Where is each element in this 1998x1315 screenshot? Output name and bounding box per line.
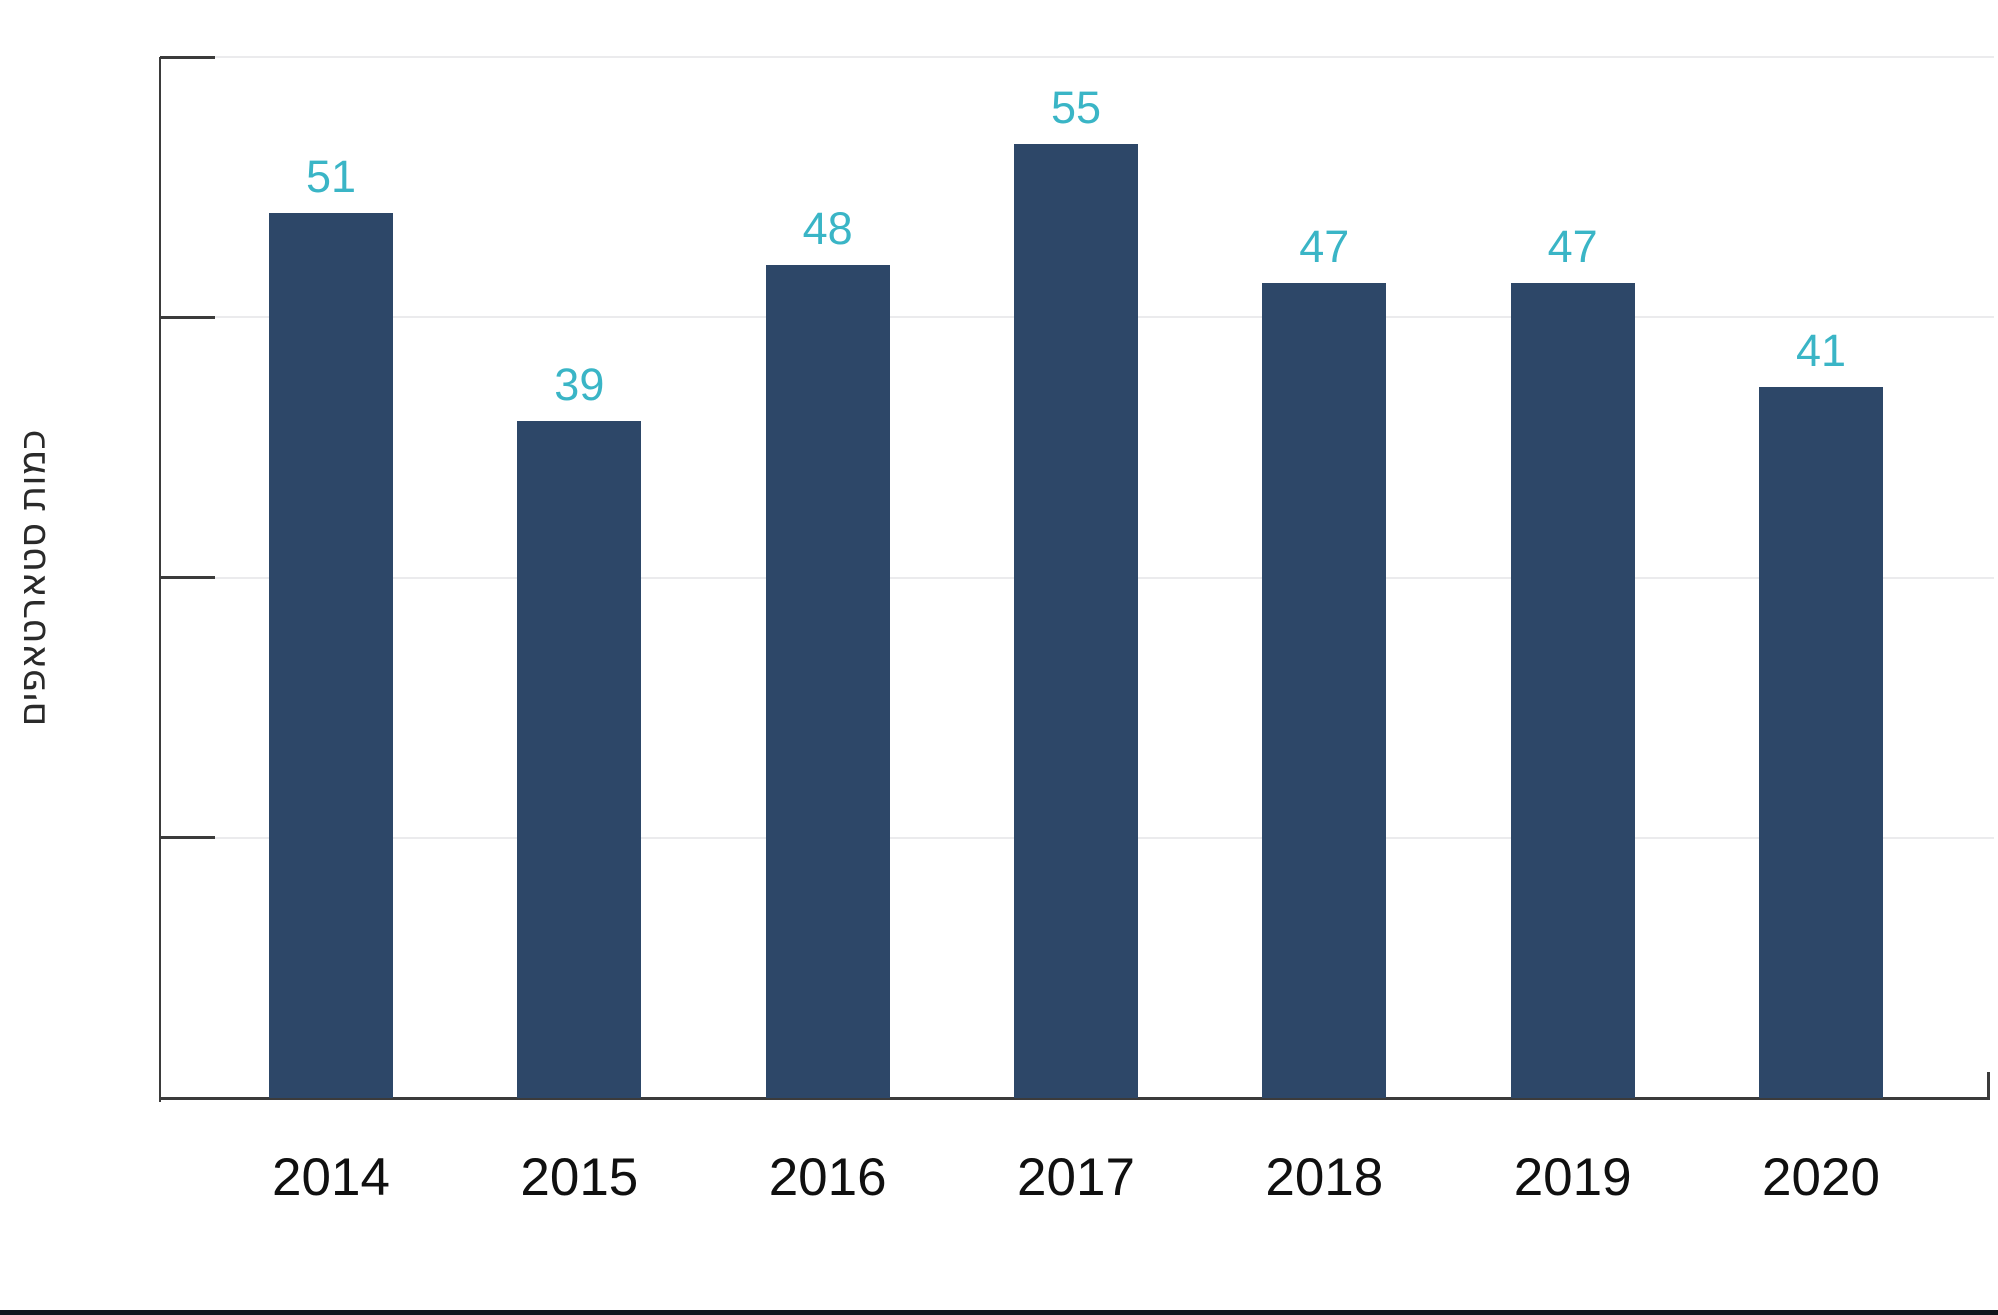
bar-value-label: 47 — [1299, 220, 1350, 272]
bar-2015 — [517, 421, 642, 1098]
bar-value-label: 39 — [554, 359, 605, 411]
y-axis-tick-60 — [160, 55, 215, 59]
y-axis-tick-45 — [160, 315, 215, 319]
x-axis-label-2020: 2020 — [1762, 1148, 1880, 1207]
bar-2020 — [1758, 386, 1883, 1098]
x-axis-label-2018: 2018 — [1265, 1148, 1384, 1207]
bar-2017 — [1013, 143, 1138, 1098]
x-axis-end-cap — [1987, 1072, 1990, 1098]
bar-value-label: 55 — [1050, 81, 1102, 133]
y-axis-tick-15 — [160, 836, 215, 840]
x-axis-label-2015: 2015 — [520, 1148, 639, 1207]
bar-2019 — [1510, 282, 1635, 1098]
x-axis-label-2017: 2017 — [1017, 1148, 1135, 1207]
y-axis-title: כמות סטארטאפים — [10, 429, 54, 727]
bar-value-label: 41 — [1795, 324, 1846, 376]
x-axis-label-2014: 2014 — [272, 1148, 390, 1207]
x-axis-label-2016: 2016 — [768, 1148, 887, 1207]
x-axis-label-2019: 2019 — [1513, 1148, 1632, 1207]
gridline-y60 — [160, 56, 1994, 58]
bar-2014 — [269, 213, 393, 1098]
bar-value-label: 51 — [305, 151, 357, 203]
bar-value-label: 47 — [1547, 220, 1598, 272]
x-axis-line — [159, 1097, 1990, 1100]
footer-rule — [0, 1310, 1998, 1315]
bar-2016 — [765, 265, 890, 1098]
y-axis-tick-30 — [160, 576, 215, 579]
y-axis-line — [159, 57, 161, 1102]
bar-value-label: 48 — [802, 203, 853, 255]
bar-2018 — [1262, 282, 1387, 1098]
